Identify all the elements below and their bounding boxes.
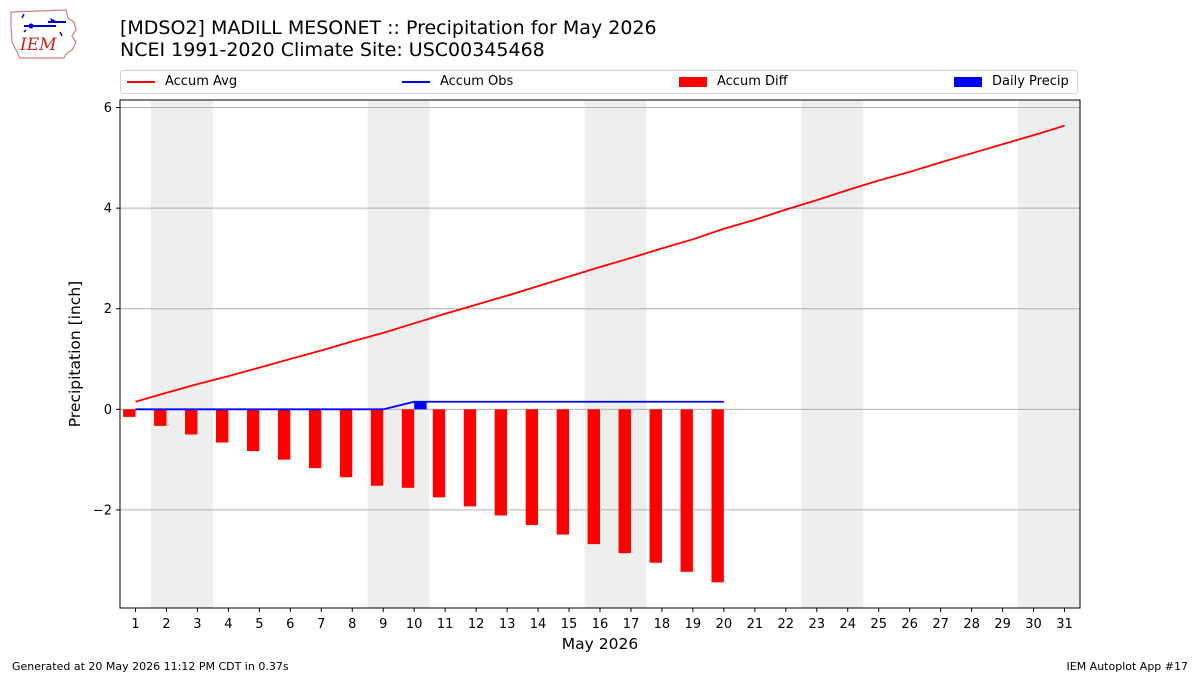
legend-swatch-daily-precip — [954, 76, 982, 87]
footer-app: IEM Autoplot App #17 — [1066, 660, 1189, 673]
xtick-label-24: 24 — [839, 617, 856, 632]
xtick-label-3: 3 — [193, 617, 201, 632]
y-axis-label: Precipitation [inch] — [66, 281, 84, 427]
accum-diff-bar-11 — [432, 409, 446, 498]
accum-diff-bar-1 — [123, 409, 136, 417]
accum-diff-bar-12 — [463, 409, 477, 507]
xtick-label-10: 10 — [406, 617, 423, 632]
accum-avg-line — [135, 124, 1065, 403]
xtick-label-25: 25 — [870, 617, 887, 632]
weekend-band-5 — [1018, 100, 1080, 608]
xtick-label-23: 23 — [809, 617, 826, 632]
x-axis-label: May 2026 — [562, 635, 638, 653]
xtick-label-31: 31 — [1056, 617, 1073, 632]
xtick-label-18: 18 — [654, 617, 671, 632]
xtick-label-14: 14 — [530, 617, 547, 632]
ytick-label-6: 6 — [104, 101, 112, 116]
xtick-label-5: 5 — [255, 617, 263, 632]
weekend-band-2 — [367, 100, 430, 608]
xtick-label-11: 11 — [437, 617, 454, 632]
weekend-band-1 — [150, 100, 213, 608]
accum-diff-bar-3 — [185, 409, 198, 435]
ytick-label--2: −2 — [93, 503, 112, 518]
xtick-label-8: 8 — [348, 617, 356, 632]
legend-label-accum-obs: Accum Obs — [440, 74, 514, 89]
iem-logo: IEM — [10, 9, 77, 59]
accum-diff-bar-17 — [618, 409, 631, 554]
footer-generated: Generated at 20 May 2026 11:12 PM CDT in… — [12, 660, 289, 673]
xtick-label-21: 21 — [747, 617, 764, 632]
xtick-label-13: 13 — [499, 617, 516, 632]
xtick-label-26: 26 — [901, 617, 918, 632]
daily-precip-bar-10 — [414, 401, 427, 410]
xtick-label-7: 7 — [317, 617, 325, 632]
accum-diff-bar-13 — [494, 409, 508, 516]
weekend-band-4 — [801, 100, 864, 608]
xtick-label-29: 29 — [994, 617, 1011, 632]
xtick-label-15: 15 — [561, 617, 578, 632]
xtick-label-28: 28 — [963, 617, 980, 632]
accum-obs-line — [135, 400, 724, 411]
accum-diff-bar-10 — [401, 409, 415, 488]
legend-label-accum-diff: Accum Diff — [717, 74, 788, 89]
ytick-label-4: 4 — [104, 202, 112, 217]
accum-diff-bar-8 — [339, 409, 353, 478]
xtick-label-30: 30 — [1025, 617, 1042, 632]
accum-diff-bar-6 — [277, 409, 291, 460]
accum-diff-bar-16 — [587, 409, 600, 545]
accum-diff-bar-2 — [154, 409, 167, 426]
ytick-label-0: 0 — [104, 403, 112, 418]
accum-diff-bar-19 — [680, 409, 693, 572]
xtick-label-27: 27 — [932, 617, 949, 632]
chart-subtitle: NCEI 1991-2020 Climate Site: USC00345468 — [120, 39, 545, 61]
legend: Accum Avg Accum Obs Accum Diff Daily Pre… — [120, 70, 1078, 94]
ytick-label-2: 2 — [104, 302, 112, 317]
legend-item-accum-diff: Accum Diff — [679, 74, 788, 89]
xtick-label-19: 19 — [685, 617, 702, 632]
accum-diff-bar-20 — [711, 409, 724, 583]
xtick-label-22: 22 — [778, 617, 795, 632]
accum-diff-bar-14 — [525, 409, 539, 526]
xtick-label-2: 2 — [162, 617, 170, 632]
accum-diff-bar-5 — [246, 409, 260, 452]
legend-label-accum-avg: Accum Avg — [165, 74, 238, 89]
xtick-label-1: 1 — [131, 617, 139, 632]
accum-diff-bar-9 — [370, 409, 384, 486]
legend-swatch-accum-avg — [127, 80, 155, 83]
legend-swatch-accum-diff — [679, 76, 707, 87]
logo-text: IEM — [19, 35, 57, 55]
legend-item-accum-obs: Accum Obs — [402, 74, 513, 89]
legend-item-daily-precip: Daily Precip — [954, 74, 1069, 89]
legend-item-accum-avg: Accum Avg — [127, 74, 237, 89]
chart-title: [MDSO2] MADILL MESONET :: Precipitation … — [120, 17, 657, 39]
accum-diff-bar-15 — [556, 409, 570, 535]
accum-diff-bar-4 — [216, 409, 229, 443]
accum-diff-bar-7 — [308, 409, 322, 469]
legend-label-daily-precip: Daily Precip — [992, 74, 1069, 89]
xtick-label-20: 20 — [716, 617, 733, 632]
xtick-label-9: 9 — [379, 617, 387, 632]
xtick-label-12: 12 — [468, 617, 485, 632]
xtick-label-17: 17 — [623, 617, 640, 632]
xtick-label-6: 6 — [286, 617, 294, 632]
xtick-label-4: 4 — [224, 617, 232, 632]
xtick-label-16: 16 — [592, 617, 609, 632]
accum-diff-bar-18 — [649, 409, 662, 563]
legend-swatch-accum-obs — [402, 80, 430, 83]
